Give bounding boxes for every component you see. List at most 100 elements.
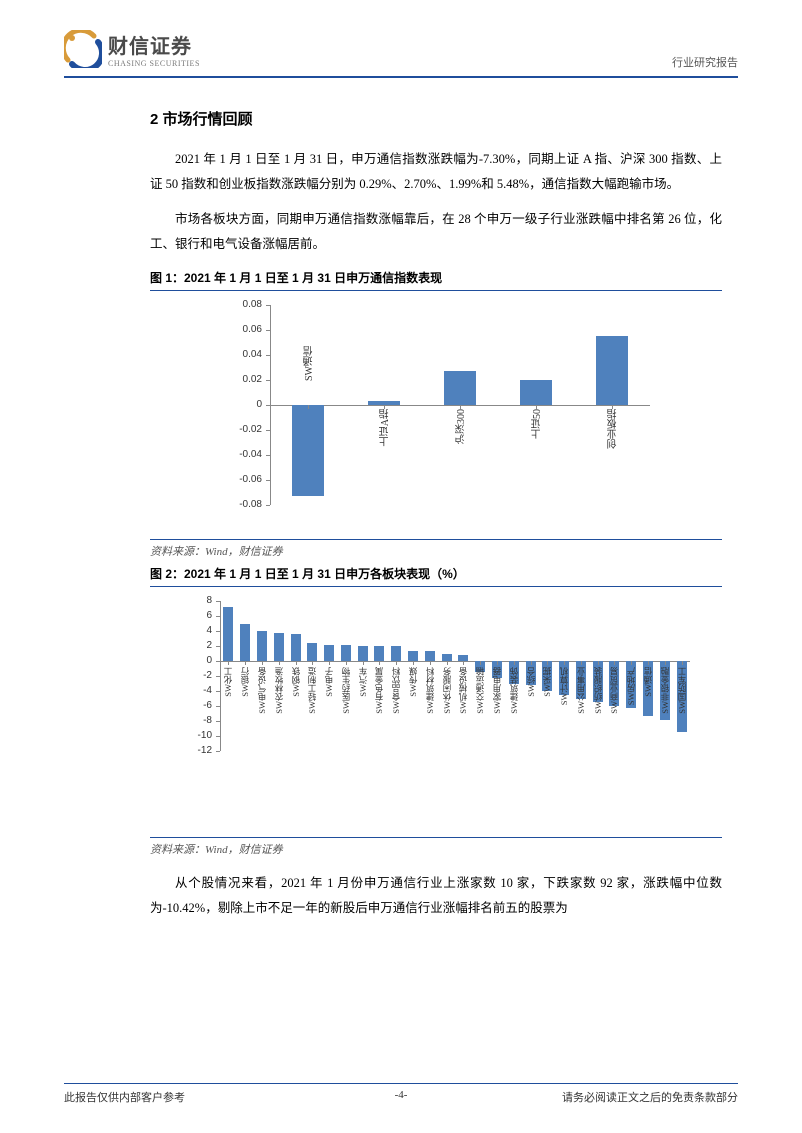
bar <box>408 651 418 661</box>
bar <box>596 336 628 405</box>
y-axis <box>220 601 221 751</box>
bar <box>520 380 552 405</box>
category-label: SW电子 <box>323 667 335 697</box>
x-tick <box>564 661 565 665</box>
bar <box>257 631 267 661</box>
category-label: SW食品饮料 <box>390 667 402 714</box>
category-label: SW钢铁 <box>290 667 302 697</box>
category-label: 沪深300 <box>454 409 469 444</box>
y-tick-label: 0.08 <box>218 299 262 310</box>
category-label: SW休闲服务 <box>441 667 453 714</box>
category-label: SW建筑装饰 <box>508 667 520 714</box>
bar <box>307 643 317 661</box>
x-tick <box>547 661 548 665</box>
category-label: SW农林牧渔 <box>273 667 285 714</box>
category-label: SW轻工制造 <box>306 667 318 714</box>
y-tick-label: 8 <box>168 595 212 606</box>
y-tick <box>216 631 220 632</box>
y-tick <box>266 430 270 431</box>
category-label: SW综合 <box>525 667 537 697</box>
y-tick <box>216 691 220 692</box>
figure-2-source: 资料来源：Wind，财信证券 <box>150 837 722 857</box>
x-tick <box>363 661 364 665</box>
bar <box>240 624 250 662</box>
x-tick <box>598 661 599 665</box>
y-tick-label: -0.02 <box>218 424 262 435</box>
bar <box>444 371 476 405</box>
y-tick-label: -8 <box>168 715 212 726</box>
x-tick <box>447 661 448 665</box>
y-tick <box>216 751 220 752</box>
y-tick <box>216 736 220 737</box>
bar <box>358 646 368 661</box>
y-tick <box>266 505 270 506</box>
y-tick-label: 0 <box>168 655 212 666</box>
logo-wrap: 财信证券 CHASING SECURITIES <box>64 30 738 68</box>
x-tick <box>279 661 280 665</box>
x-tick <box>480 661 481 665</box>
category-label: SW机械设备 <box>457 667 469 714</box>
y-tick <box>216 676 220 677</box>
y-tick <box>216 721 220 722</box>
bar <box>442 654 452 662</box>
x-tick <box>413 661 414 665</box>
x-tick <box>430 661 431 665</box>
x-axis <box>220 661 690 662</box>
y-tick-label: -10 <box>168 730 212 741</box>
y-tick-label: 0.04 <box>218 349 262 360</box>
x-tick <box>614 661 615 665</box>
page-number: -4- <box>395 1089 408 1101</box>
y-tick <box>266 305 270 306</box>
y-tick-label: 0.02 <box>218 374 262 385</box>
x-tick <box>581 661 582 665</box>
bar <box>291 634 301 661</box>
category-label: SW计算机 <box>558 667 570 705</box>
x-tick <box>514 661 515 665</box>
figure-2-chart: -12-10-8-6-4-202468SW化工SW银行SW电气设备SW农林牧渔S… <box>150 591 722 831</box>
category-label: SW化工 <box>222 667 234 697</box>
y-tick <box>266 330 270 331</box>
bar <box>223 607 233 661</box>
page-header: 财信证券 CHASING SECURITIES 行业研究报告 <box>64 30 738 78</box>
doc-type-label: 行业研究报告 <box>672 54 738 70</box>
paragraph: 市场各板块方面，同期申万通信指数涨幅靠后，在 28 个申万一级子行业涨跌幅中排名… <box>150 207 722 257</box>
page: 财信证券 CHASING SECURITIES 行业研究报告 2 市场行情回顾 … <box>0 0 802 1133</box>
y-tick-label: -4 <box>168 685 212 696</box>
y-tick <box>216 616 220 617</box>
x-tick <box>631 661 632 665</box>
figure-1-title: 图 1：2021 年 1 月 1 日至 1 月 31 日申万通信指数表现 <box>150 267 722 291</box>
category-label: SW通信 <box>642 667 654 697</box>
x-tick <box>228 661 229 665</box>
x-tick <box>308 405 309 409</box>
x-tick <box>463 661 464 665</box>
category-label: SW建筑材料 <box>424 667 436 714</box>
category-label: SW家用电器 <box>491 667 503 714</box>
category-label: 上证50 <box>530 409 545 439</box>
footer-right: 请务必阅读正文之后的免责条款部分 <box>562 1089 738 1105</box>
y-tick <box>266 355 270 356</box>
category-label: SW非银金融 <box>659 667 671 714</box>
y-tick-label: -0.06 <box>218 474 262 485</box>
x-tick <box>497 661 498 665</box>
category-label: SW商业贸易 <box>608 667 620 714</box>
plot-area: -12-10-8-6-4-202468SW化工SW银行SW电气设备SW农林牧渔S… <box>220 601 690 751</box>
y-tick-label: -12 <box>168 745 212 756</box>
x-tick <box>262 661 263 665</box>
y-tick-label: 0 <box>218 399 262 410</box>
category-label: SW电气设备 <box>256 667 268 714</box>
bar <box>391 646 401 661</box>
y-tick-label: -0.04 <box>218 449 262 460</box>
content-body: 2 市场行情回顾 2021 年 1 月 1 日至 1 月 31 日，申万通信指数… <box>150 108 722 931</box>
x-tick <box>329 661 330 665</box>
category-label: SW公用事业 <box>575 667 587 714</box>
section-title: 2 市场行情回顾 <box>150 108 722 129</box>
figure-1-chart: -0.08-0.06-0.04-0.0200.020.040.060.08SW通… <box>150 295 722 533</box>
y-tick <box>266 480 270 481</box>
paragraph: 从个股情况来看，2021 年 1 月份申万通信行业上涨家数 10 家，下跌家数 … <box>150 871 722 921</box>
category-label: SW采掘 <box>541 667 553 697</box>
bar <box>292 405 324 496</box>
y-tick-label: 2 <box>168 640 212 651</box>
y-tick-label: -2 <box>168 670 212 681</box>
category-label: 上证A指 <box>378 409 393 446</box>
page-footer: 此报告仅供内部客户参考 -4- 请务必阅读正文之后的免责条款部分 <box>64 1083 738 1105</box>
